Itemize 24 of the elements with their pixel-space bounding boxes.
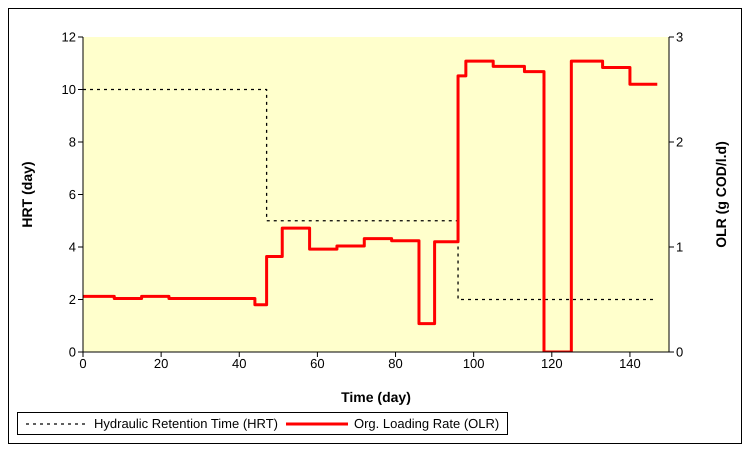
y-tick-label: 4 bbox=[68, 240, 76, 255]
x-axis-title: Time (day) bbox=[341, 389, 411, 405]
x-tick-label: 60 bbox=[310, 356, 325, 372]
x-tick-label: 140 bbox=[619, 356, 641, 372]
y-tick-label: 10 bbox=[62, 82, 76, 98]
x-tick-label: 80 bbox=[388, 356, 403, 372]
x-tick-label: 40 bbox=[232, 356, 246, 372]
y-tick-label: 6 bbox=[68, 187, 76, 202]
y2-tick-label: 0 bbox=[676, 344, 684, 360]
y-axis-title: HRT (day) bbox=[18, 161, 35, 228]
y-tick-label: 8 bbox=[68, 134, 76, 150]
legend-label: Org. Loading Rate (OLR) bbox=[354, 416, 500, 431]
y2-tick-label: 2 bbox=[676, 134, 684, 150]
y-tick-label: 2 bbox=[68, 292, 76, 308]
legend-label: Hydraulic Retention Time (HRT) bbox=[94, 416, 278, 431]
y2-tick-label: 1 bbox=[676, 240, 684, 255]
x-tick-label: 20 bbox=[154, 356, 168, 372]
y-tick-label: 12 bbox=[62, 30, 76, 45]
y2-axis-title: OLR (g COD/l.d) bbox=[712, 141, 729, 248]
x-tick-label: 0 bbox=[79, 356, 87, 372]
y2-tick-label: 3 bbox=[676, 30, 684, 45]
x-tick-label: 100 bbox=[462, 356, 485, 372]
y-tick-label: 0 bbox=[68, 344, 76, 360]
x-tick-label: 120 bbox=[540, 356, 563, 372]
